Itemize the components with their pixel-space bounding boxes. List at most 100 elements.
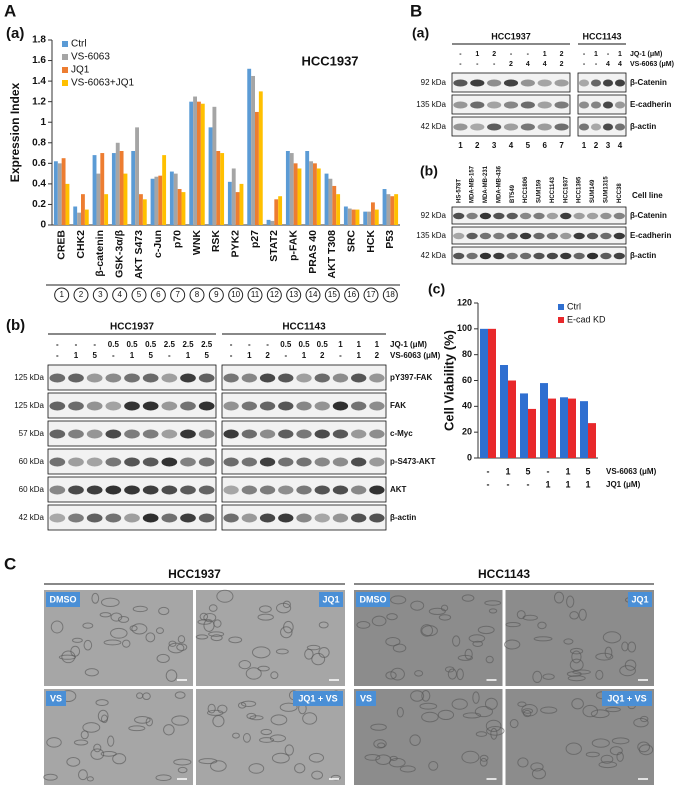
treatment-value: - xyxy=(583,51,586,58)
treatment-value: 2 xyxy=(320,351,325,360)
number-circle xyxy=(382,287,398,303)
subpanel-label: (a) xyxy=(6,25,24,42)
x-tick-label: β-catenin xyxy=(94,230,106,277)
cell xyxy=(271,752,290,764)
band-size: 42 kDa xyxy=(19,513,45,522)
treatment-value: - xyxy=(56,351,59,360)
cell xyxy=(600,754,614,764)
x-tick-label: P53 xyxy=(384,230,396,249)
cell xyxy=(517,757,529,768)
protein-label: FAK xyxy=(390,401,406,410)
number-circle xyxy=(324,287,340,303)
cell xyxy=(155,774,172,782)
blot-band xyxy=(161,513,178,523)
blot-band xyxy=(453,79,468,87)
treatment-value: 0.5 xyxy=(126,340,138,349)
cell xyxy=(275,648,289,655)
category-number: 6 xyxy=(156,290,161,299)
bar xyxy=(309,161,313,225)
treatment-label: JQ-1 (μM) xyxy=(390,340,427,349)
cell xyxy=(82,622,94,629)
treatment-value: 1 xyxy=(356,340,361,349)
y-tick-label: 0.4 xyxy=(32,179,46,190)
number-circle xyxy=(112,287,128,303)
condition-box xyxy=(319,592,343,607)
blot-band xyxy=(586,212,599,220)
blot-band xyxy=(537,101,552,109)
y-tick-label: 0.6 xyxy=(32,158,46,169)
condition-value: 1 xyxy=(545,479,550,489)
blot-band xyxy=(161,373,178,383)
blot-band xyxy=(466,252,478,260)
blot-band xyxy=(161,485,178,495)
cell xyxy=(129,625,138,632)
band-size: 57 kDa xyxy=(19,429,45,438)
treatment-value: 5 xyxy=(204,351,209,360)
blot-band xyxy=(479,212,492,220)
cell xyxy=(504,639,521,650)
cell xyxy=(532,670,543,684)
cell-line-label: MDA-MB-231 xyxy=(483,165,489,203)
cell xyxy=(84,668,99,677)
cell xyxy=(43,773,58,781)
cell xyxy=(177,635,186,644)
cell xyxy=(228,636,243,644)
cell xyxy=(569,658,584,672)
cell xyxy=(195,634,209,640)
bar xyxy=(336,194,341,225)
cell xyxy=(392,643,407,653)
blot-band xyxy=(600,212,612,220)
cell xyxy=(591,738,610,748)
condition-box xyxy=(602,691,652,706)
bar xyxy=(278,196,283,225)
x-tick-label: p27 xyxy=(249,230,261,248)
blot-band xyxy=(487,123,502,131)
bar xyxy=(169,171,174,225)
category-number: 2 xyxy=(79,290,84,299)
lane-number: 7 xyxy=(559,141,564,150)
cell xyxy=(269,734,287,743)
protein-label: β-actin xyxy=(630,251,656,260)
bar xyxy=(347,208,352,225)
cell xyxy=(485,719,502,732)
condition-label: VS-6063 (μM) xyxy=(606,467,657,476)
condition-value: 5 xyxy=(525,466,530,476)
cell xyxy=(420,624,434,637)
blot-band xyxy=(487,101,502,109)
cell xyxy=(66,757,81,767)
bar xyxy=(208,127,213,225)
x-tick-label: CHK2 xyxy=(75,230,87,259)
blot-band xyxy=(453,212,465,220)
bar xyxy=(305,151,310,225)
cell-line-header: HCC1143 xyxy=(582,31,621,41)
category-number: 10 xyxy=(231,290,240,299)
treatment-value: 1 xyxy=(74,351,79,360)
cell-line-label: HCC1806 xyxy=(523,176,529,203)
bar xyxy=(235,192,240,225)
y-tick-label: 0.8 xyxy=(32,137,46,148)
category-number: 12 xyxy=(270,290,279,299)
bar xyxy=(216,151,221,225)
bar xyxy=(293,163,298,225)
x-tick-label: STAT2 xyxy=(268,230,280,262)
blot-band xyxy=(554,123,569,131)
treatment-value: 0.5 xyxy=(145,340,157,349)
protein-label: c-Myc xyxy=(390,429,413,438)
band-size: 42 kDa xyxy=(421,251,447,260)
cell-line-label: HCC1395 xyxy=(577,176,583,203)
blot-band xyxy=(602,123,614,131)
blot-band xyxy=(554,101,569,109)
bar xyxy=(480,328,488,458)
cell xyxy=(490,727,498,740)
blot-band xyxy=(86,513,103,523)
blot-band xyxy=(314,429,330,439)
blot-band xyxy=(546,232,559,240)
x-tick-label: RSK xyxy=(210,230,222,253)
blot-band xyxy=(223,401,239,411)
band-size: 135 kDa xyxy=(416,100,446,109)
blot-band xyxy=(161,457,178,467)
condition-value: - xyxy=(527,479,530,489)
cell xyxy=(97,709,109,723)
bar xyxy=(158,175,163,225)
x-tick-label: c-Jun xyxy=(152,230,164,258)
